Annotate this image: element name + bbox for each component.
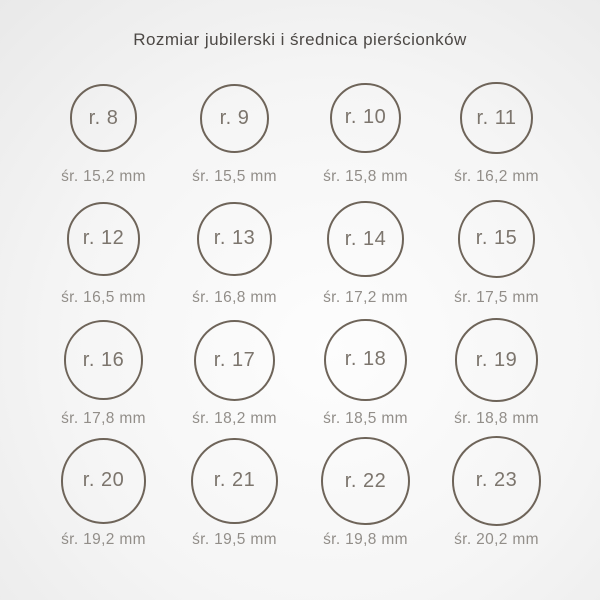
ring-size-label: r. 23	[475, 469, 518, 492]
ring-circle-area: r. 20	[38, 434, 169, 528]
ring-circle-area: r. 23	[431, 434, 562, 528]
ring-size-cell: r. 8 śr. 15,2 mm	[38, 71, 169, 192]
ring-circle: r. 14	[327, 200, 404, 278]
ring-size-label: r. 21	[213, 469, 256, 492]
ring-diameter-label: śr. 15,8 mm	[323, 168, 408, 185]
ring-diameter-label: śr. 18,8 mm	[454, 410, 539, 427]
ring-circle-area: r. 22	[300, 434, 431, 528]
ring-diameter-label: śr. 17,5 mm	[454, 289, 539, 306]
chart-title: Rozmiar jubilerski i średnica pierścionk…	[133, 30, 467, 49]
ring-size-cell: r. 23 śr. 20,2 mm	[431, 434, 562, 555]
ring-size-label: r. 13	[213, 227, 256, 250]
ring-size-label: r. 19	[475, 348, 518, 371]
ring-circle: r. 13	[197, 201, 272, 277]
ring-size-cell: r. 19 śr. 18,8 mm	[431, 313, 562, 434]
ring-diameter-label: śr. 19,2 mm	[61, 531, 146, 548]
ring-circle: r. 18	[324, 318, 407, 402]
ring-circle-area: r. 19	[431, 313, 562, 407]
ring-size-grid: r. 8 śr. 15,2 mm r. 9 śr. 15,5 mm r. 10 …	[38, 71, 562, 555]
ring-size-cell: r. 10 śr. 15,8 mm	[300, 71, 431, 192]
ring-circle-area: r. 21	[169, 434, 300, 528]
ring-circle: r. 11	[460, 81, 533, 155]
ring-size-label: r. 17	[213, 348, 256, 371]
ring-circle: r. 22	[321, 436, 410, 526]
ring-circle-area: r. 9	[169, 71, 300, 165]
ring-size-cell: r. 12 śr. 16,5 mm	[38, 192, 169, 313]
ring-circle: r. 16	[63, 320, 144, 400]
ring-size-cell: r. 20 śr. 19,2 mm	[38, 434, 169, 555]
ring-size-cell: r. 14 śr. 17,2 mm	[300, 192, 431, 313]
ring-diameter-label: śr. 16,8 mm	[192, 289, 277, 306]
ring-circle: r. 10	[330, 82, 401, 154]
ring-size-label: r. 18	[344, 348, 387, 371]
ring-circle: r. 17	[194, 319, 275, 401]
ring-circle-area: r. 15	[431, 192, 562, 286]
ring-size-cell: r. 13 śr. 16,8 mm	[169, 192, 300, 313]
ring-size-label: r. 8	[88, 106, 119, 129]
ring-diameter-label: śr. 17,2 mm	[323, 289, 408, 306]
ring-circle-area: r. 16	[38, 313, 169, 407]
ring-circle: r. 15	[457, 200, 536, 278]
ring-size-cell: r. 16 śr. 17,8 mm	[38, 313, 169, 434]
ring-diameter-label: śr. 19,5 mm	[192, 531, 277, 548]
ring-size-label: r. 22	[344, 469, 387, 492]
ring-circle: r. 20	[60, 438, 147, 524]
ring-diameter-label: śr. 16,2 mm	[454, 168, 539, 185]
ring-size-cell: r. 15 śr. 17,5 mm	[431, 192, 562, 313]
ring-size-cell: r. 21 śr. 19,5 mm	[169, 434, 300, 555]
ring-size-label: r. 20	[82, 469, 125, 492]
ring-diameter-label: śr. 15,2 mm	[61, 168, 146, 185]
ring-circle: r. 21	[191, 437, 278, 525]
ring-diameter-label: śr. 17,8 mm	[61, 410, 146, 427]
ring-diameter-label: śr. 18,5 mm	[323, 410, 408, 427]
ring-size-label: r. 12	[82, 227, 125, 250]
ring-circle: r. 12	[66, 202, 141, 276]
ring-circle: r. 23	[451, 436, 542, 526]
ring-diameter-label: śr. 15,5 mm	[192, 168, 277, 185]
ring-diameter-label: śr. 19,8 mm	[323, 531, 408, 548]
ring-circle: r. 9	[200, 83, 269, 153]
ring-size-label: r. 10	[344, 106, 387, 129]
ring-size-label: r. 15	[475, 227, 518, 250]
ring-circle: r. 19	[454, 318, 539, 402]
ring-circle: r. 8	[69, 84, 138, 152]
ring-circle-area: r. 8	[38, 71, 169, 165]
ring-circle-area: r. 17	[169, 313, 300, 407]
ring-size-label: r. 14	[344, 227, 387, 250]
ring-size-cell: r. 11 śr. 16,2 mm	[431, 71, 562, 192]
ring-circle-area: r. 12	[38, 192, 169, 286]
ring-size-label: r. 9	[219, 106, 250, 129]
ring-circle-area: r. 10	[300, 71, 431, 165]
ring-size-cell: r. 9 śr. 15,5 mm	[169, 71, 300, 192]
ring-size-cell: r. 17 śr. 18,2 mm	[169, 313, 300, 434]
ring-diameter-label: śr. 16,5 mm	[61, 289, 146, 306]
ring-size-label: r. 11	[476, 106, 517, 129]
ring-circle-area: r. 14	[300, 192, 431, 286]
ring-circle-area: r. 13	[169, 192, 300, 286]
ring-diameter-label: śr. 20,2 mm	[454, 531, 539, 548]
ring-size-label: r. 16	[82, 348, 125, 371]
ring-circle-area: r. 11	[431, 71, 562, 165]
ring-diameter-label: śr. 18,2 mm	[192, 410, 277, 427]
ring-circle-area: r. 18	[300, 313, 431, 407]
ring-size-cell: r. 22 śr. 19,8 mm	[300, 434, 431, 555]
ring-size-cell: r. 18 śr. 18,5 mm	[300, 313, 431, 434]
